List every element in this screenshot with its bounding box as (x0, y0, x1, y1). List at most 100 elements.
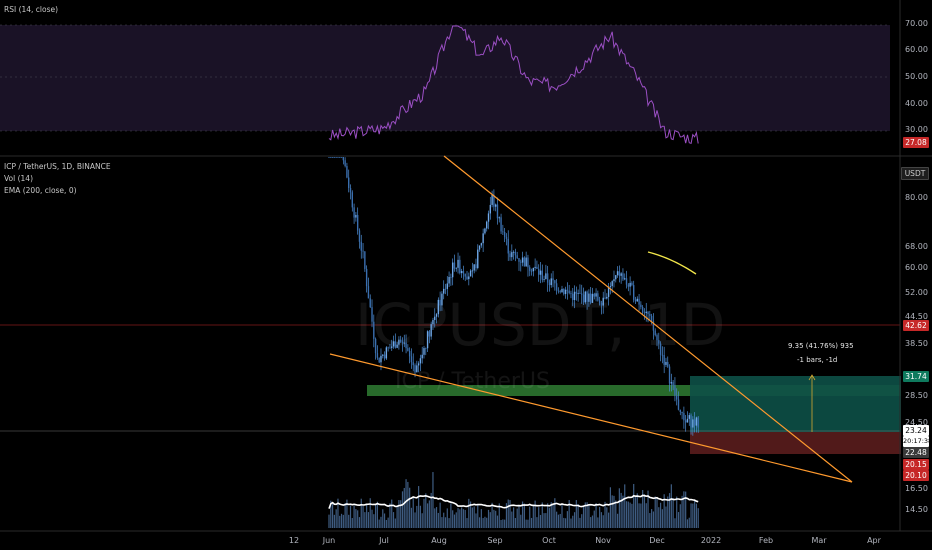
volume-bar (382, 509, 384, 528)
volume-bar (547, 503, 549, 528)
currency-badge[interactable]: USDT (901, 167, 929, 180)
candle (376, 353, 379, 358)
volume-bar (398, 500, 400, 528)
volume-bar (385, 519, 387, 528)
volume-bar (407, 481, 409, 528)
measure-arrow-head (808, 374, 816, 381)
volume-bar (448, 518, 450, 528)
volume-bar (412, 496, 414, 528)
candle (473, 264, 475, 271)
candle (401, 341, 404, 344)
volume-bar (642, 490, 644, 528)
volume-bar (471, 507, 473, 528)
volume-bar (331, 502, 334, 528)
rsi-legend: RSI (14, close) (4, 5, 59, 14)
candle (649, 314, 651, 316)
support-zone (367, 385, 901, 396)
volume-bar (677, 512, 680, 528)
volume-bar (692, 503, 694, 528)
candle (632, 285, 635, 300)
volume-bar (525, 519, 527, 528)
volume-bar (595, 503, 597, 528)
rsi-level-60: 60.00 (905, 45, 928, 54)
candle (595, 293, 597, 297)
candle (494, 204, 497, 207)
volume-bar (599, 506, 601, 528)
candle (641, 307, 644, 313)
volume-bar (556, 511, 558, 528)
volume-bar (661, 509, 663, 528)
volume-bar (615, 500, 617, 528)
volume-bar (369, 498, 371, 528)
candle (353, 207, 355, 218)
measure-label-2: -1 bars, -1d (797, 356, 837, 364)
volume-bar (649, 513, 651, 528)
volume-bar (380, 516, 382, 528)
candle (511, 252, 513, 258)
candle (570, 293, 572, 294)
candle (394, 341, 397, 348)
candle (362, 250, 364, 252)
time-label: Dec (649, 536, 664, 545)
volume-bar (401, 491, 404, 528)
candle (561, 288, 563, 293)
candle (373, 321, 375, 339)
volume-bar (333, 514, 335, 528)
volume-bar (462, 509, 465, 528)
volume-bar (683, 491, 685, 528)
time-label: Apr (867, 536, 882, 545)
candle (471, 270, 474, 272)
candle (670, 382, 673, 384)
volume-bar (532, 504, 534, 528)
candle (425, 348, 427, 349)
rsi-guides (0, 24, 890, 132)
candle (505, 236, 508, 239)
volume-bar (405, 479, 407, 528)
volume-bar (426, 503, 429, 528)
volume-bar (566, 511, 568, 528)
volume-bar (631, 503, 633, 528)
measure-label-1: 9.35 (41.76%) 935 (788, 342, 854, 350)
candle (665, 361, 667, 365)
volume-bar (410, 507, 413, 528)
candle (602, 297, 604, 306)
volume-bar (434, 508, 436, 528)
volume-bar (357, 510, 359, 528)
volume-bar (521, 501, 524, 528)
candle (421, 354, 423, 359)
volume-bar (455, 512, 457, 528)
candle (681, 412, 683, 414)
volume-bar (391, 499, 393, 528)
candle (555, 283, 558, 291)
candle (380, 355, 382, 363)
volume-bar (622, 495, 624, 528)
volume-bar (358, 517, 361, 528)
candle (676, 395, 678, 400)
volume-bar (579, 517, 581, 528)
lower-trendline[interactable] (329, 353, 853, 483)
volume-bar (554, 498, 556, 528)
volume-bar (486, 517, 488, 528)
upper-trendline[interactable] (443, 155, 853, 483)
candle (349, 188, 352, 193)
volume-bar (373, 514, 375, 528)
volume-bar (464, 509, 466, 528)
price-level-16-50: 16.50 (905, 484, 928, 493)
volume-bar (541, 502, 543, 528)
candle (521, 257, 524, 263)
candle (545, 273, 547, 280)
candle (674, 385, 676, 396)
volume-bar (572, 515, 574, 528)
volume-bar (498, 503, 500, 528)
volume-bar (584, 502, 586, 528)
volume-bar (371, 509, 373, 528)
volume-bar (348, 514, 350, 528)
candle (629, 282, 631, 287)
volume-bar (337, 498, 339, 528)
ema-legend: EMA (200, close, 0) (4, 186, 77, 195)
candle (643, 312, 646, 314)
volume-bar (450, 503, 452, 528)
volume-bar (681, 495, 683, 528)
volume-bar (452, 510, 454, 528)
